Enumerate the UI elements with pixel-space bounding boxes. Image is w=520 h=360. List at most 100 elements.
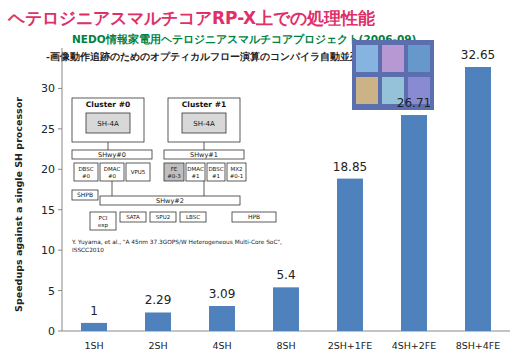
diagram-label: DBSC [78,166,93,172]
diagram-box [90,212,116,230]
x-tick-label: 4SH [212,340,231,351]
x-tick-label: 4SH+2FE [392,340,437,351]
diagram-box [72,190,98,200]
diagram-label: PCI [99,215,108,221]
bar [273,287,299,331]
diagram-label: LBSC [186,214,200,220]
chip-body [352,40,434,110]
diagram-label: DBSC [208,166,223,172]
chip-block [356,77,378,104]
diagram-box [164,150,244,159]
block-diagram: Cluster #0 Cluster #1 SH-4A SH-4A SHwy#0 SHwy… [71,98,282,253]
y-tick [58,128,62,129]
y-tick-label: 20 [41,163,55,176]
data-label: 32.65 [461,48,495,62]
y-tick-label: 10 [41,244,55,257]
diagram-label: SATA [126,214,140,220]
bar [209,306,235,331]
y-tick-label: 25 [41,123,55,136]
diagram-label: #0-1 [230,173,244,179]
diagram-box [186,163,205,181]
diagram-box [100,196,240,205]
chip-block [382,45,404,72]
diagram-label: #0 [82,173,91,179]
y-axis [62,48,63,331]
data-label: 2.29 [145,293,172,307]
diagram-box [227,163,246,181]
chart-svg: ヘテロジニアスマルチコアRP-X上での処理性能NEDO情報家電用ヘテロジニアスマ… [0,0,520,360]
y-tick-label: 0 [48,325,55,338]
y-tick [58,250,62,251]
diagram-label: SHwy#0 [98,151,126,159]
bar [337,179,363,331]
bar [465,67,491,331]
diagram-box [126,163,150,181]
y-tick-label: 30 [41,82,55,95]
diagram-box [120,212,146,222]
y-tick [58,209,62,210]
bar [81,323,107,331]
diagram-box [150,212,176,222]
cluster-box [72,98,144,142]
y-axis-label: Speedups against a single SH processor [13,97,24,312]
diagram-box [164,163,184,181]
diagram-box [100,163,124,181]
diagram-label: SH-4A [193,120,215,128]
diagram-label: MX2 [230,166,242,172]
x-tick-label: 8SH [276,340,295,351]
diagram-label: #1 [212,173,220,179]
chip-block [408,45,430,72]
diagram-link [108,142,109,150]
diagram-box [74,163,98,181]
diagram-label: #0-3 [167,173,181,179]
diagram-label: #1 [191,173,199,179]
diagram-label: FE [171,166,178,172]
chip-block [356,45,378,72]
y-tick [58,290,62,291]
bar [401,115,427,331]
diagram-box [72,150,152,159]
diagram-link [112,181,113,196]
data-label: 1 [90,304,98,318]
diagram-box [207,163,225,181]
data-label: 26.71 [397,96,431,110]
diagram-link [204,181,205,196]
diagram-label: exp [98,222,109,229]
diagram-label: SPU2 [156,214,170,220]
diagram-box [232,212,276,222]
diagram-label: Cluster #0 [86,100,130,109]
diagram-link [204,142,205,150]
diagram-label: SHwy#1 [190,151,218,159]
y-tick [58,331,62,332]
bar [145,312,171,331]
title: ヘテロジニアスマルチコアRP-X上での処理性能 [7,8,375,28]
x-tick-label: 8SH+4FE [456,340,501,351]
citation: Y. Yuyama, et al., "A 45nm 37.3GOPS/W He… [71,239,282,246]
data-label: 5.4 [276,268,295,282]
y-tick [58,169,62,170]
diagram-box [182,113,226,133]
data-label: 18.85 [333,160,367,174]
diagram-label: SHwy#2 [156,197,184,205]
diagram-label: #0 [108,173,117,179]
diagram-box [86,113,130,133]
y-tick-label: 5 [48,285,55,298]
x-tick-label: 1SH [84,340,103,351]
diagram-label: DMAC [187,166,204,172]
diagram-label: VPU5 [131,169,146,175]
chart-root: ヘテロジニアスマルチコアRP-X上での処理性能NEDO情報家電用ヘテロジニアスマ… [0,0,520,360]
citation: ISSCC2010 [72,247,104,253]
x-tick-label: 2SH [148,340,167,351]
x-tick-label: 2SH+1FE [328,340,373,351]
diagram-label: SHPB [77,191,93,198]
diagram-label: Cluster #1 [182,100,226,109]
diagram-box [180,212,206,222]
chip-photo [352,40,434,110]
diagram-label: HPB [248,213,260,220]
diagram-label: DMAC [104,166,121,172]
diagram-label: SH-4A [97,120,119,128]
data-label: 3.09 [209,287,236,301]
y-tick-label: 15 [41,204,55,217]
cluster-box [168,98,240,142]
y-tick [58,88,62,89]
